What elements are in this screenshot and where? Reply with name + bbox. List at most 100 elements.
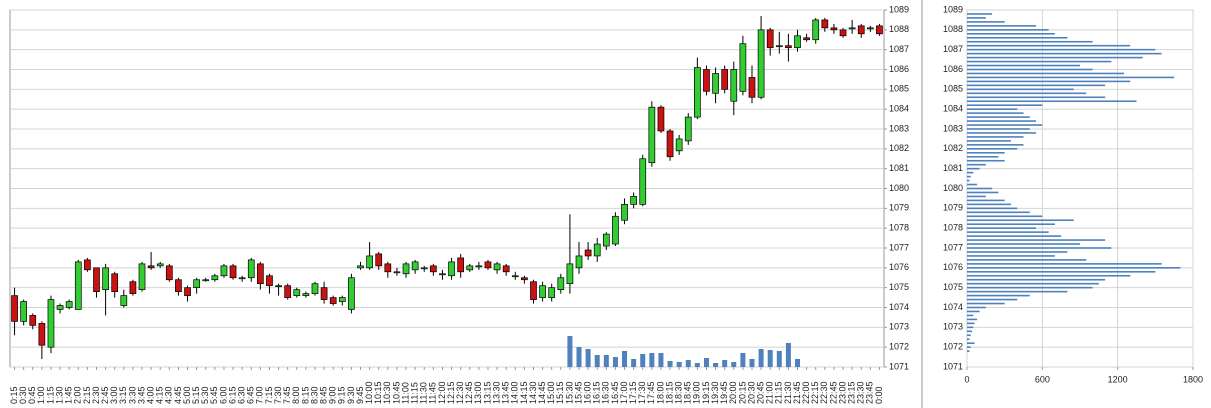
- x-tick-label: 5:15: [191, 386, 201, 404]
- candle-body: [420, 267, 428, 270]
- profile-bar: [967, 207, 1018, 210]
- x-tick-label: 22:45: [828, 381, 838, 404]
- profile-bar: [967, 152, 1005, 154]
- x-tick-label: 15:30: [564, 381, 574, 404]
- candle-body: [229, 265, 237, 279]
- x-tick-label: 22:30: [819, 381, 829, 404]
- profile-bar: [967, 128, 1030, 130]
- profile-bar: [967, 76, 1175, 79]
- candle-body: [648, 106, 656, 164]
- profile-bar: [967, 338, 970, 341]
- candle-body: [129, 281, 137, 294]
- profile-bar: [967, 350, 970, 352]
- candle-body: [275, 285, 282, 288]
- x-tick-label: 14:45: [537, 381, 547, 404]
- candle-body: [193, 279, 200, 289]
- profile-bar: [967, 124, 1043, 126]
- candle-body: [730, 69, 738, 102]
- y-tick-label: 1083: [889, 123, 909, 133]
- profile-bar: [967, 48, 1156, 51]
- profile-bar: [967, 334, 971, 337]
- candle-body: [839, 29, 847, 37]
- profile-bar: [967, 136, 1024, 138]
- x-tick-label: 13:30: [491, 381, 501, 404]
- profile-bar: [967, 163, 986, 166]
- x-tick-label: 21:00: [765, 381, 775, 404]
- y-tick-label: 1077: [889, 242, 909, 252]
- candle-body: [866, 27, 874, 30]
- profile-bar: [967, 140, 1011, 142]
- x-tick-label: 18:30: [674, 381, 684, 404]
- candle-body: [411, 261, 419, 271]
- candle-body: [357, 265, 364, 269]
- x-tick-label: 7:00: [255, 386, 265, 404]
- candle-body: [11, 295, 18, 322]
- profile-bar: [967, 294, 1030, 297]
- x-tick-label: 0:15: [9, 386, 19, 404]
- profile-bar: [967, 267, 1181, 269]
- volume-bar: [785, 343, 791, 367]
- candle-body: [93, 267, 100, 292]
- profile-bar: [967, 302, 1005, 305]
- profile-bar: [967, 203, 1011, 206]
- y-tick-label: 1087: [943, 44, 963, 54]
- profile-bar: [967, 298, 1018, 301]
- y-tick-label: 1088: [943, 24, 963, 34]
- y-tick-label: 1084: [943, 104, 963, 114]
- profile-bar: [967, 195, 986, 198]
- x-tick-label: 6:30: [237, 386, 247, 404]
- candle-body: [612, 215, 619, 245]
- profile-bar: [967, 286, 1093, 289]
- candle-body: [584, 249, 592, 257]
- volume-bar: [731, 362, 737, 367]
- profile-bar: [967, 44, 1131, 47]
- y-tick-label: 1088: [889, 24, 909, 34]
- profile-bar: [967, 120, 1037, 122]
- x-tick-label: 20:30: [746, 381, 756, 404]
- candle-body: [757, 29, 765, 98]
- x-tick-label: 19:15: [701, 381, 711, 404]
- x-tick-label: 1:00: [36, 386, 46, 404]
- candle-body: [211, 275, 219, 281]
- volume-bar: [722, 360, 728, 367]
- candle-body: [202, 279, 210, 282]
- x-tick-label: 7:45: [282, 386, 292, 404]
- candle-body: [266, 275, 273, 287]
- x-tick-label: 19:30: [710, 381, 720, 404]
- candle-body: [384, 263, 392, 273]
- candle-body: [366, 255, 373, 269]
- x-tick-label: 18:15: [664, 381, 674, 404]
- y-tick-label: 1083: [943, 123, 963, 133]
- profile-bar: [967, 215, 1043, 218]
- x-tick-label: 7:30: [273, 386, 283, 404]
- candle-body: [630, 196, 637, 205]
- y-tick-label: 1072: [943, 342, 963, 352]
- x-tick-label: 3:45: [136, 386, 146, 404]
- x-tick-label: 10:45: [391, 381, 401, 404]
- volume-bar: [703, 358, 709, 367]
- profile-bar: [967, 171, 974, 174]
- candle-body: [348, 277, 355, 310]
- profile-bar: [967, 29, 1049, 31]
- x-tick-label: 3:30: [127, 386, 137, 404]
- candle-body: [302, 293, 310, 296]
- profile-bar: [967, 247, 1112, 249]
- candle-body: [857, 25, 865, 35]
- x-tick-label: 11:15: [410, 382, 420, 404]
- profile-bar: [967, 227, 1037, 229]
- candle-body: [402, 263, 410, 275]
- profile-bar: [967, 278, 1106, 281]
- candle-body: [29, 315, 37, 326]
- y-tick-label: 1085: [943, 84, 963, 94]
- x-tick-label: 17:15: [628, 381, 638, 404]
- x-tick-label: 4:30: [164, 386, 174, 404]
- x-tick-label: 9:30: [346, 386, 356, 404]
- y-tick-label: 1075: [943, 282, 963, 292]
- profile-bar: [967, 290, 1068, 293]
- x-tick-label: 12:30: [455, 381, 465, 404]
- candle-body: [284, 285, 292, 298]
- x-tick-label: 1200: [1108, 374, 1128, 384]
- profile-bar: [967, 259, 1087, 261]
- x-tick-label: 6:45: [246, 386, 256, 404]
- volume-bar: [694, 363, 700, 367]
